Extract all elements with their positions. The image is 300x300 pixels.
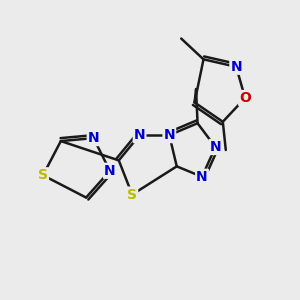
Text: N: N (230, 60, 242, 74)
Text: S: S (38, 168, 48, 182)
Text: N: N (210, 140, 221, 154)
Text: N: N (134, 128, 146, 142)
Text: S: S (127, 188, 137, 202)
Text: N: N (104, 164, 116, 178)
Text: O: O (239, 91, 251, 105)
Text: N: N (88, 131, 99, 145)
Text: N: N (164, 128, 175, 142)
Text: N: N (196, 170, 208, 184)
